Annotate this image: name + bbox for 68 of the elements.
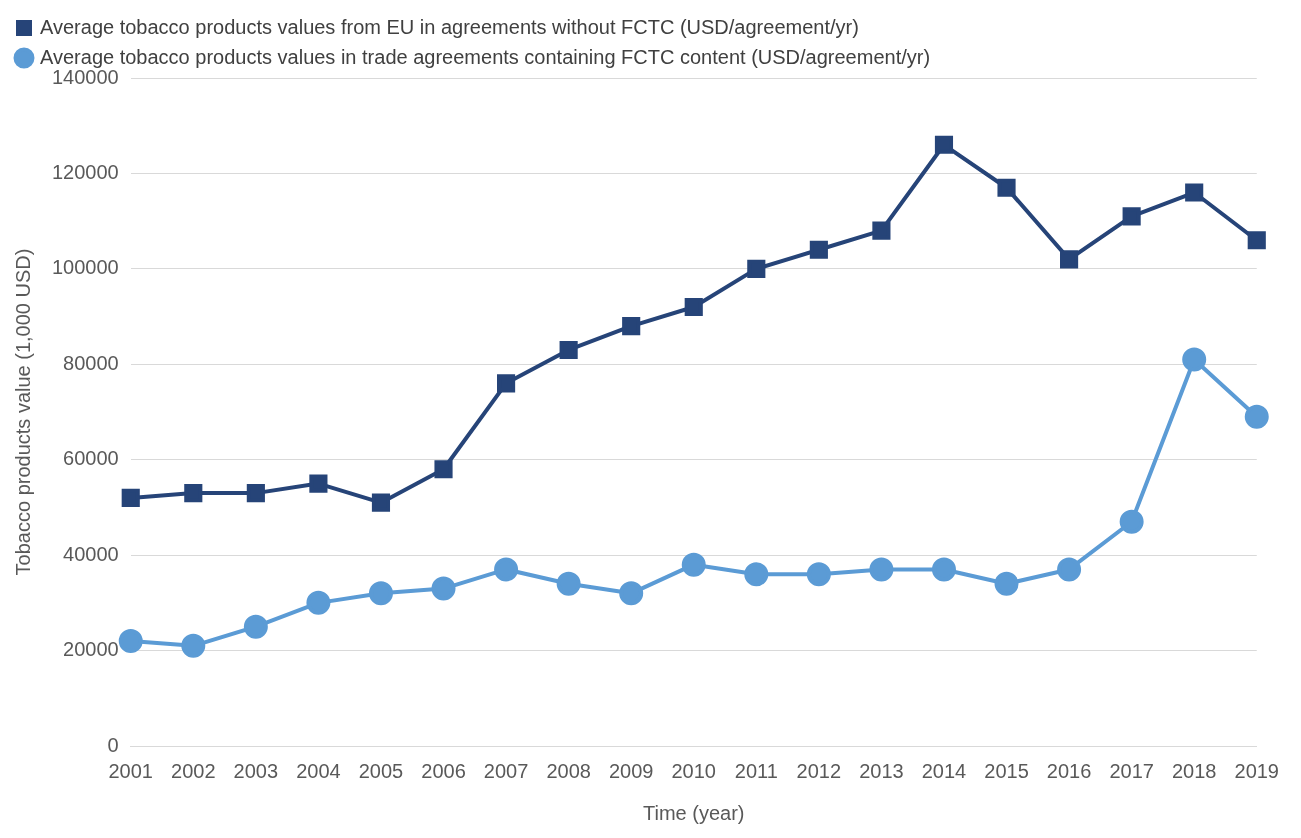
point [931,557,956,582]
x-tick-label: 2008 [546,759,591,782]
y-tick-label: 100000 [51,256,119,279]
x-tick-label: 2001 [108,759,153,782]
y-tick-label: 0 [107,733,119,756]
x-tick-label: 2007 [483,759,529,782]
point [494,557,519,582]
point [1060,250,1079,269]
point [497,374,516,393]
x-tick-label: 2012 [796,759,842,782]
point [1244,404,1269,429]
point [869,557,894,582]
legend-label: Average tobacco products values from EU in agreements without FCTC (USD/agreement/yr) [40,15,859,38]
point [619,581,644,606]
point [556,571,581,596]
point [368,581,393,606]
y-tick-label: 80000 [63,351,119,374]
y-axis-title: Tobacco products value (1,000 USD) [11,248,34,576]
x-tick-label: 2009 [608,759,654,782]
legend-label: Average tobacco products values in trade agreements containing FCTC content (USD/agreement/yr) [40,45,931,68]
point [806,562,831,587]
point [684,297,703,317]
point [306,590,331,615]
point [243,614,268,639]
point [994,571,1019,596]
point [184,484,203,503]
x-tick-label: 2016 [1046,759,1092,782]
y-tick-label: 60000 [63,447,119,470]
point [309,474,328,493]
point [1247,231,1266,250]
y-tick-label: 20000 [63,638,119,661]
point [747,259,766,278]
point [934,135,954,154]
point [622,317,641,336]
point [1185,183,1204,202]
point [997,178,1016,197]
x-tick-label: 2019 [1234,759,1279,782]
x-tick-label: 2014 [921,759,967,782]
y-tick-label: 120000 [51,160,119,183]
point [1182,347,1207,372]
x-tick-label: 2017 [1109,759,1154,782]
x-tick-label: 2004 [296,759,341,782]
point [434,460,453,479]
point [559,340,578,360]
x-tick-label: 2011 [734,759,778,782]
x-tick-label: 2013 [859,759,904,782]
point [118,629,143,654]
point [246,484,265,503]
x-tick-label: 2010 [671,759,716,782]
point [121,488,140,507]
x-tick-label: 2003 [233,759,279,782]
point [872,221,891,240]
point [181,633,206,658]
point [809,240,828,259]
x-tick-label: 2015 [984,759,1029,782]
y-tick-label: 40000 [63,542,119,565]
x-tick-label: 2006 [421,759,466,782]
point [1122,207,1141,226]
point [431,576,456,601]
x-tick-label: 2018 [1171,759,1217,782]
x-tick-label: 2005 [358,759,404,782]
point [744,562,769,587]
x-axis-title: Time (year) [643,801,745,824]
point [1057,557,1082,582]
point [371,493,391,512]
point [681,552,706,577]
point [1119,509,1144,534]
x-tick-label: 2002 [171,759,216,782]
